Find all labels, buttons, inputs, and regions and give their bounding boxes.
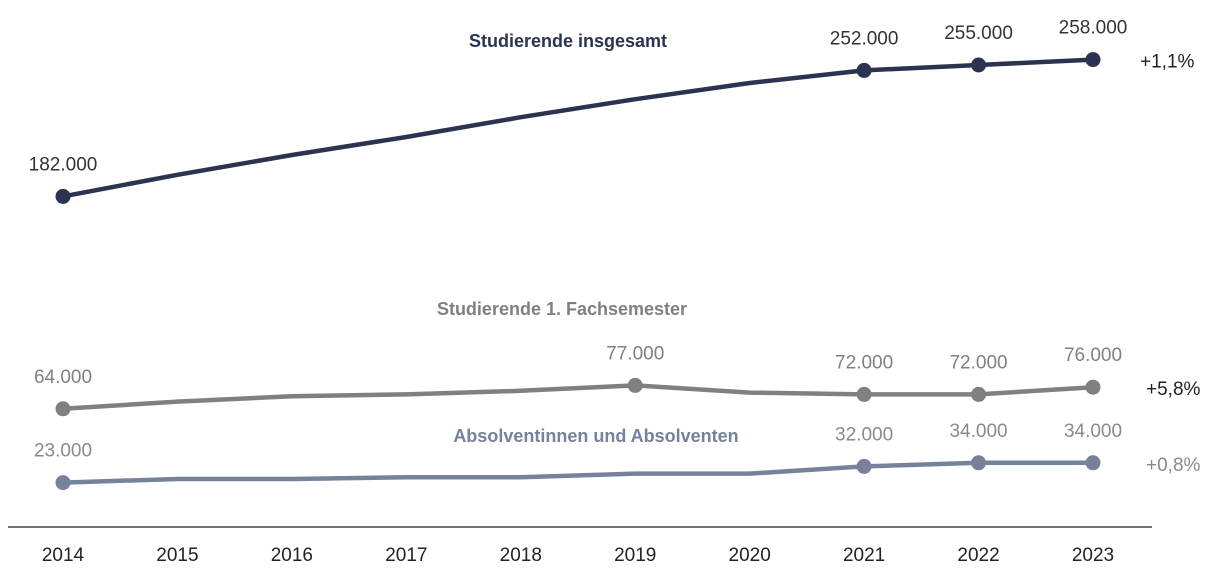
data-label: 252.000 xyxy=(830,28,899,49)
series-name: Studierende 1. Fachsemester xyxy=(437,299,687,319)
data-label: 72.000 xyxy=(949,352,1007,373)
x-tick-label: 2018 xyxy=(500,545,542,566)
x-tick-label: 2019 xyxy=(614,545,656,566)
x-tick-label: 2015 xyxy=(156,545,198,566)
point-marker xyxy=(55,475,71,491)
series-name: Studierende insgesamt xyxy=(469,31,667,51)
point-marker xyxy=(55,188,71,204)
point-marker xyxy=(627,377,643,393)
data-label: 32.000 xyxy=(835,424,893,445)
point-marker xyxy=(856,458,872,474)
series-line xyxy=(60,460,1096,485)
x-tick-label: 2016 xyxy=(271,545,313,566)
series-line xyxy=(60,383,1096,412)
point-marker xyxy=(856,386,872,402)
point-marker xyxy=(971,57,987,73)
change-label: +5,8% xyxy=(1146,379,1201,400)
point-marker xyxy=(971,455,987,471)
data-label: 255.000 xyxy=(944,23,1013,44)
x-tick-label: 2023 xyxy=(1072,545,1114,566)
point-marker xyxy=(1085,379,1101,395)
data-label: 182.000 xyxy=(29,154,98,175)
change-label: +0,8% xyxy=(1146,455,1201,476)
x-tick-label: 2021 xyxy=(843,545,885,566)
point-marker xyxy=(856,62,872,78)
series-name: Absolventinnen und Absolventen xyxy=(453,426,738,446)
data-label: 77.000 xyxy=(606,343,664,364)
series-line xyxy=(60,57,1096,199)
point-marker xyxy=(971,386,987,402)
data-label: 76.000 xyxy=(1064,345,1122,366)
data-label: 64.000 xyxy=(34,367,92,388)
point-marker xyxy=(1085,455,1101,471)
point-marker xyxy=(55,401,71,417)
point-marker xyxy=(1085,52,1101,68)
data-label: 34.000 xyxy=(1064,421,1122,442)
data-label: 258.000 xyxy=(1059,18,1128,39)
change-label: +1,1% xyxy=(1140,52,1195,73)
x-tick-label: 2014 xyxy=(42,545,85,566)
x-tick-label: 2017 xyxy=(385,545,427,566)
data-label: 23.000 xyxy=(34,441,92,462)
data-label: 34.000 xyxy=(949,421,1007,442)
x-tick-label: 2020 xyxy=(729,545,771,566)
data-label: 72.000 xyxy=(835,352,893,373)
x-tick-label: 2022 xyxy=(957,545,999,566)
